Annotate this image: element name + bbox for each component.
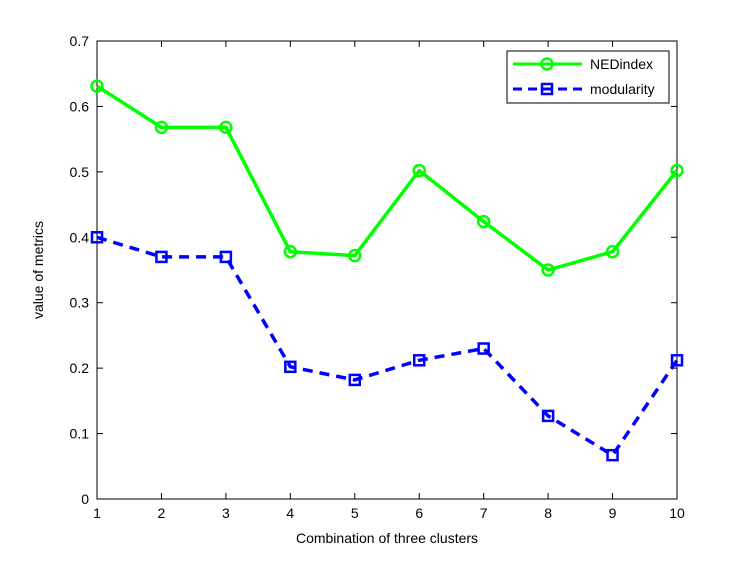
- x-tick-label: 2: [158, 505, 166, 521]
- data-point-nedindex: [219, 120, 233, 135]
- x-tick-label: 4: [286, 505, 294, 521]
- y-tick-label: 0.6: [70, 98, 90, 114]
- x-tick-label: 5: [351, 505, 359, 521]
- data-point-modularity: [606, 448, 619, 462]
- x-tick-label: 1: [93, 505, 101, 521]
- y-tick-label: 0.4: [70, 229, 90, 245]
- data-point-modularity: [90, 231, 104, 244]
- legend-label-nedindex: NEDindex: [590, 56, 653, 72]
- x-tick-label: 10: [669, 505, 685, 521]
- x-tick-label: 3: [222, 505, 230, 521]
- data-point-nedindex: [541, 263, 555, 277]
- x-tick-label: 9: [609, 505, 617, 521]
- legend: NEDindex modularity: [506, 50, 670, 104]
- data-point-nedindex: [670, 163, 684, 178]
- data-point-modularity: [219, 250, 233, 264]
- legend-box: [506, 50, 670, 104]
- legend-label-modularity: modularity: [590, 81, 655, 97]
- y-tick-label: 0: [81, 491, 89, 507]
- data-point-modularity: [541, 409, 555, 423]
- x-tick-label: 7: [480, 505, 488, 521]
- data-point-nedindex: [154, 120, 169, 135]
- y-tick-label: 0.3: [70, 295, 90, 311]
- data-point-nedindex: [476, 214, 491, 229]
- y-axis-title: value of metrics: [30, 221, 46, 319]
- x-tick-label: 8: [544, 505, 552, 521]
- plot-area: [96, 40, 678, 500]
- data-point-modularity: [284, 360, 297, 374]
- data-point-modularity: [155, 250, 168, 264]
- x-axis-title: Combination of three clusters: [296, 530, 478, 546]
- data-point-modularity: [477, 342, 490, 355]
- x-tick-label: 6: [415, 505, 423, 521]
- series-line-nedindex: [96, 84, 679, 272]
- y-tick-label: 0.1: [70, 426, 90, 442]
- y-tick-label: 0.7: [70, 33, 90, 49]
- data-point-nedindex: [90, 79, 104, 93]
- data-point-nedindex: [412, 163, 426, 178]
- y-tick-label: 0.2: [70, 360, 90, 376]
- legend-marker-nedindex: [540, 57, 554, 71]
- data-point-modularity: [412, 354, 426, 367]
- series-layer: [90, 79, 684, 462]
- data-point-modularity: [348, 373, 362, 387]
- data-point-modularity: [670, 354, 684, 367]
- data-point-nedindex: [348, 248, 362, 263]
- legend-marker-modularity: [540, 82, 554, 96]
- y-axis: 0 0.1 0.2 0.3 0.4 0.5 0.6 0.7: [70, 33, 677, 507]
- series-line-modularity: [96, 235, 679, 457]
- data-point-nedindex: [283, 244, 298, 259]
- data-point-nedindex: [605, 244, 620, 259]
- y-tick-label: 0.5: [70, 164, 90, 180]
- x-axis: 1 2 3 4 5 6 7 8 9 10: [93, 41, 685, 521]
